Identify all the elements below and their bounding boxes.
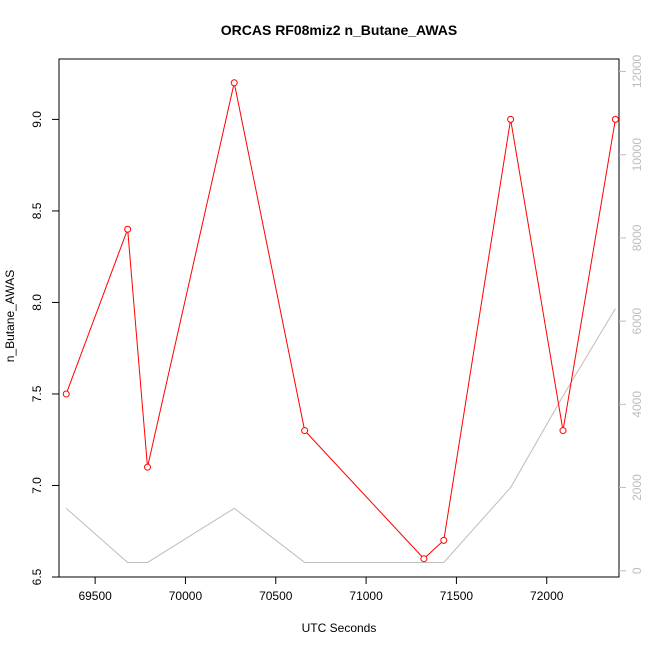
- data-point: [440, 536, 448, 544]
- x-tick-label: 71500: [440, 589, 474, 603]
- y2-tick-label: 8000: [630, 224, 644, 251]
- data-point: [124, 225, 132, 233]
- x-tick-label: 70000: [169, 589, 203, 603]
- data-point: [420, 555, 428, 563]
- series-line-segment: [563, 122, 616, 428]
- x-axis-label: UTC Seconds: [302, 621, 377, 635]
- data-point: [559, 427, 567, 435]
- y-tick-label: 9.0: [30, 111, 44, 128]
- series-line-segment: [234, 85, 305, 428]
- secondary-series-line: [65, 308, 616, 563]
- y2-tick-label: 10000: [630, 138, 644, 172]
- data-point: [611, 115, 619, 123]
- y-tick-label: 7.5: [30, 385, 44, 402]
- y-tick-label: 8.0: [30, 294, 44, 311]
- data-point: [507, 115, 515, 123]
- y-tick-label: 7.0: [30, 477, 44, 494]
- x-tick-label: 70500: [259, 589, 293, 603]
- series-line-segment: [127, 232, 148, 465]
- y-axis-label: n_Butane_AWAS: [3, 270, 17, 363]
- x-tick-label: 69500: [78, 589, 112, 603]
- y2-tick-label: 0: [630, 567, 644, 574]
- chart-title: ORCAS RF08miz2 n_Butane_AWAS: [221, 22, 458, 38]
- series-line-segment: [66, 231, 128, 392]
- data-point: [62, 390, 70, 398]
- series-line-segment: [443, 122, 511, 538]
- series-line-segment: [147, 85, 235, 465]
- series-line-segment: [425, 542, 442, 558]
- y-tick-label: 8.5: [30, 202, 44, 219]
- series-line-segment: [306, 432, 423, 557]
- data-point: [230, 79, 238, 87]
- y2-tick-label: 2000: [630, 474, 644, 501]
- x-tick-label: 72000: [530, 589, 564, 603]
- x-tick-label: 71000: [349, 589, 383, 603]
- data-point: [301, 427, 309, 435]
- y2-tick-label: 4000: [630, 391, 644, 418]
- plot-border: [58, 58, 620, 578]
- series-line-segment: [510, 122, 563, 428]
- data-point: [144, 463, 152, 471]
- y2-tick-label: 6000: [630, 307, 644, 334]
- y2-tick-label: 12000: [630, 54, 644, 88]
- y-tick-label: 6.5: [30, 568, 44, 585]
